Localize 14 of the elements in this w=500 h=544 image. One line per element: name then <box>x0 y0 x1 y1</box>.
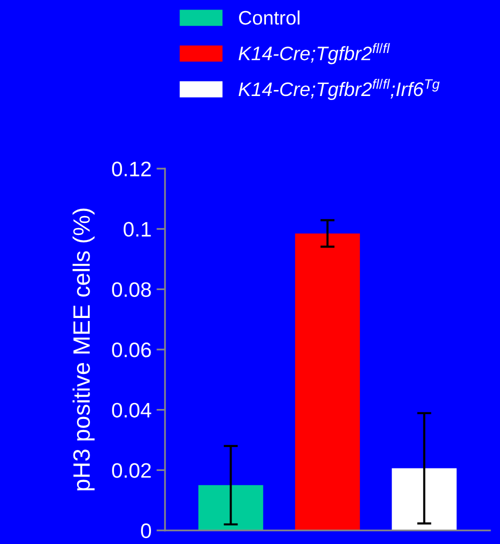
y-axis-title: pH3 positive MEE cells (%) <box>72 208 95 490</box>
bar <box>392 468 457 530</box>
y-tick-label: 0.04 <box>112 402 152 418</box>
y-tick-label: 0.08 <box>112 282 151 297</box>
y-tick-label: 0.1 <box>124 222 151 237</box>
legend-label: Control <box>239 10 300 25</box>
y-tick-label: 0.12 <box>112 162 151 176</box>
legend-label: K14-Cre;Tgfbr2$^{fl/fl}$ <box>238 43 390 64</box>
bar <box>295 233 360 530</box>
bar <box>198 485 264 530</box>
legend-label: K14-Cre;Tgfbr2$^{fl/fl}$;Irf6$^{Tg}$ <box>238 78 440 100</box>
y-tick-label: 0.06 <box>112 342 151 358</box>
y-tick-label: 0.02 <box>112 463 151 478</box>
y-tick-label: 0 <box>141 523 151 538</box>
